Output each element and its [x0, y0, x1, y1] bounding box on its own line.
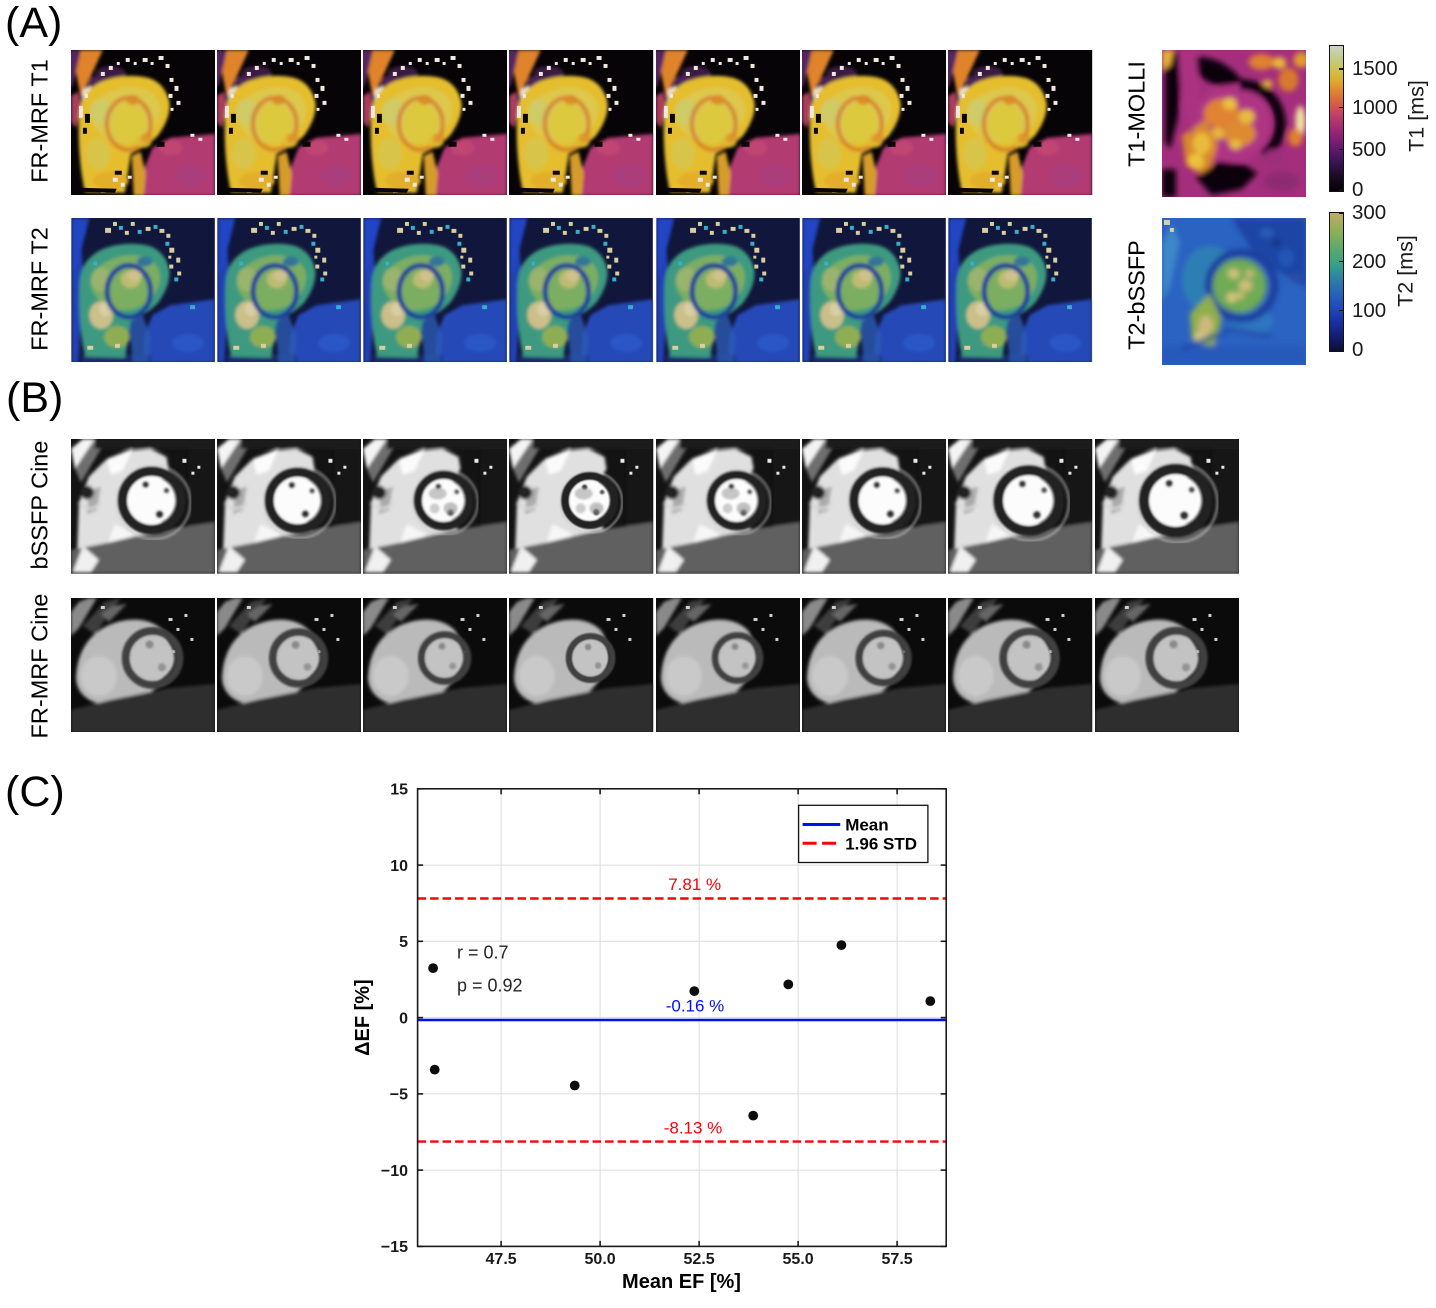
svg-text:−10: −10 — [381, 1163, 408, 1180]
svg-text:52.5: 52.5 — [684, 1251, 715, 1268]
svg-text:57.5: 57.5 — [882, 1251, 913, 1268]
svg-text:50.0: 50.0 — [585, 1251, 616, 1268]
svg-text:−15: −15 — [381, 1239, 408, 1256]
svg-text:7.81 %: 7.81 % — [668, 875, 721, 894]
svg-text:ΔEF [%]: ΔEF [%] — [352, 979, 374, 1056]
svg-text:1.96 STD: 1.96 STD — [845, 834, 917, 853]
svg-text:55.0: 55.0 — [783, 1251, 814, 1268]
svg-text:r = 0.7: r = 0.7 — [457, 943, 509, 963]
svg-text:47.5: 47.5 — [486, 1251, 517, 1268]
svg-text:10: 10 — [390, 858, 408, 875]
svg-text:−5: −5 — [390, 1087, 408, 1104]
svg-text:Mean EF [%]: Mean EF [%] — [622, 1271, 741, 1293]
svg-text:-0.16 %: -0.16 % — [666, 997, 725, 1016]
svg-text:p = 0.92: p = 0.92 — [457, 976, 523, 996]
svg-text:15: 15 — [390, 782, 408, 799]
svg-text:5: 5 — [399, 934, 408, 951]
svg-text:Mean: Mean — [845, 816, 888, 835]
svg-text:0: 0 — [399, 1010, 408, 1027]
svg-text:-8.13 %: -8.13 % — [664, 1119, 723, 1138]
